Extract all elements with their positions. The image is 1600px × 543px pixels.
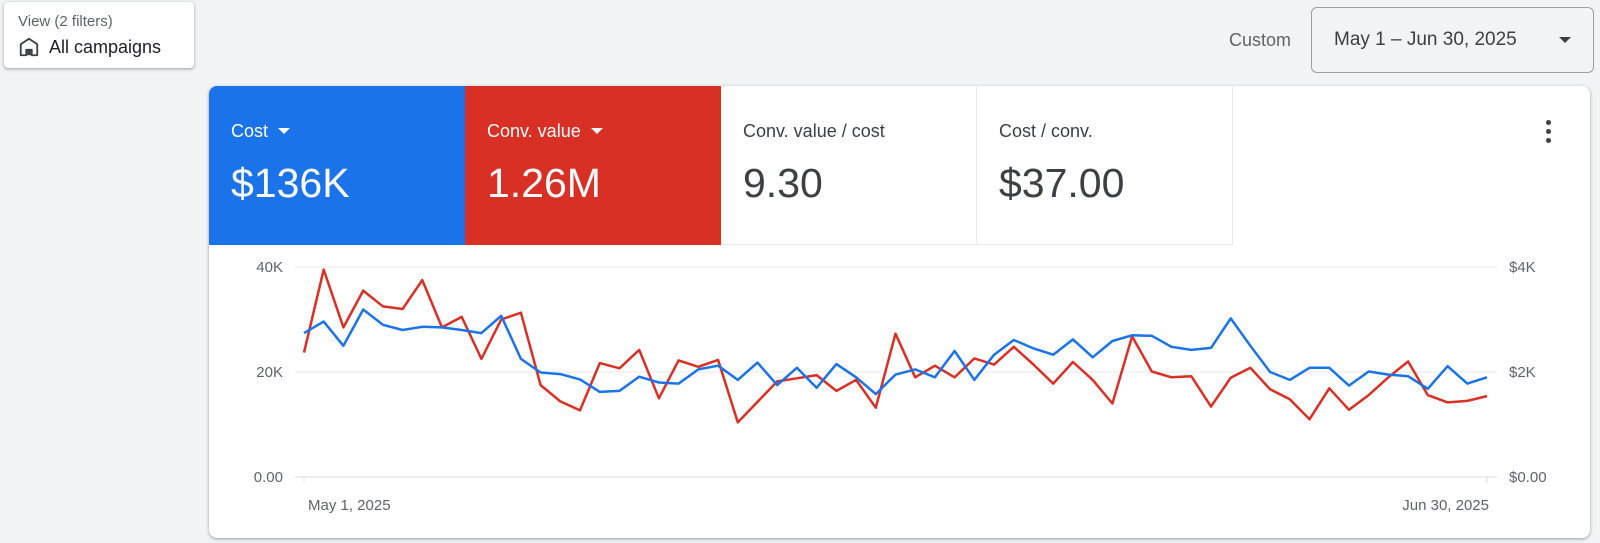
cost-series-line[interactable] — [303, 308, 1488, 396]
y-right-tick: $4K — [1509, 259, 1536, 276]
metric-card-conv-value[interactable]: Conv. value 1.26M — [465, 86, 721, 245]
more-vert-icon — [1545, 119, 1551, 125]
performance-card: Cost $136K Conv. value 1.26M Conv. value… — [209, 86, 1590, 538]
date-range-picker[interactable]: May 1 – Jun 30, 2025 — [1311, 7, 1594, 73]
dropdown-caret-icon — [590, 128, 603, 134]
x-tick-end: Jun 30, 2025 — [1402, 497, 1489, 514]
metric-label: Conv. value — [487, 120, 581, 141]
metric-card-conv-value-per-cost[interactable]: Conv. value / cost 9.30 — [721, 86, 977, 245]
more-options-button[interactable] — [1536, 116, 1560, 146]
date-preset-label: Custom — [1229, 30, 1292, 50]
home-icon — [19, 37, 39, 57]
chevron-down-icon — [1559, 37, 1571, 43]
conv-value-series-line[interactable] — [302, 268, 1488, 424]
metric-value: $37.00 — [999, 160, 1125, 206]
metric-label: Cost / conv. — [999, 120, 1093, 141]
y-left-tick: 20K — [256, 364, 283, 381]
y-left-tick: 0.00 — [254, 469, 283, 486]
dropdown-caret-icon — [278, 128, 291, 134]
y-left-tick: 40K — [256, 259, 283, 276]
metric-label: Cost — [231, 120, 269, 141]
metric-value: 9.30 — [743, 160, 823, 206]
metric-value: 1.26M — [487, 160, 601, 206]
metric-label: Conv. value / cost — [743, 120, 885, 141]
metric-card-cost-per-conv[interactable]: Cost / conv. $37.00 — [977, 86, 1233, 245]
view-filter-value: All campaigns — [49, 36, 162, 57]
view-filter-button[interactable]: View (2 filters) All campaigns — [4, 2, 194, 68]
date-range-text: May 1 – Jun 30, 2025 — [1334, 29, 1517, 50]
x-tick-start: May 1, 2025 — [308, 497, 391, 514]
metric-value: $136K — [231, 160, 350, 206]
y-right-tick: $2K — [1509, 364, 1536, 381]
view-filter-label: View (2 filters) — [18, 13, 113, 30]
y-right-tick: $0.00 — [1509, 469, 1547, 486]
line-chart: 40K 20K 0.00 $4K $2K $0.00 May 1, 2025 J… — [254, 259, 1547, 514]
metric-card-cost[interactable]: Cost $136K — [209, 86, 465, 245]
